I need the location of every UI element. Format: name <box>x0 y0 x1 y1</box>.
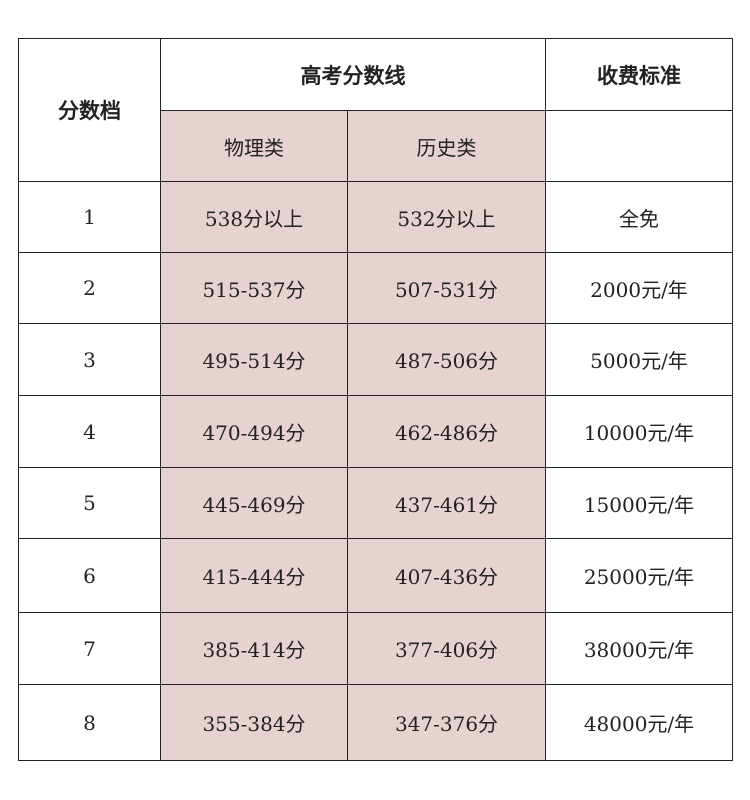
table-row: 7 385-414分 377-406分 38000元/年 <box>18 612 733 685</box>
cell-fee: 15000元/年 <box>545 467 733 539</box>
table-row: 5 445-469分 437-461分 15000元/年 <box>18 467 733 539</box>
cell-history: 487-506分 <box>347 323 546 396</box>
cell-tier: 8 <box>18 684 161 761</box>
fee-table: 分数档 高考分数线 收费标准 物理类 历史类 1 538分以上 532分以上 全免 2 5… <box>18 38 733 761</box>
cell-history: 532分以上 <box>347 181 546 253</box>
table-row: 4 470-494分 462-486分 10000元/年 <box>18 395 733 468</box>
cell-physics: 470-494分 <box>160 395 348 468</box>
cell-tier: 4 <box>18 395 161 468</box>
cell-physics: 355-384分 <box>160 684 348 761</box>
header-fee-empty <box>545 110 733 182</box>
cell-physics: 515-537分 <box>160 252 348 324</box>
cell-tier: 5 <box>18 467 161 539</box>
cell-fee: 38000元/年 <box>545 612 733 685</box>
cell-physics: 415-444分 <box>160 538 348 613</box>
cell-physics: 538分以上 <box>160 181 348 253</box>
cell-tier: 3 <box>18 323 161 396</box>
table-row: 8 355-384分 347-376分 48000元/年 <box>18 684 733 761</box>
cell-history: 407-436分 <box>347 538 546 613</box>
table-row: 2 515-537分 507-531分 2000元/年 <box>18 252 733 324</box>
header-tier: 分数档 <box>18 38 161 182</box>
cell-fee: 5000元/年 <box>545 323 733 396</box>
cell-fee: 10000元/年 <box>545 395 733 468</box>
cell-physics: 385-414分 <box>160 612 348 685</box>
cell-history: 437-461分 <box>347 467 546 539</box>
cell-tier: 1 <box>18 181 161 253</box>
cell-fee: 48000元/年 <box>545 684 733 761</box>
header-physics: 物理类 <box>160 110 348 182</box>
cell-physics: 495-514分 <box>160 323 348 396</box>
cell-fee: 全免 <box>545 181 733 253</box>
cell-history: 347-376分 <box>347 684 546 761</box>
cell-tier: 6 <box>18 538 161 613</box>
cell-fee: 2000元/年 <box>545 252 733 324</box>
table-row: 6 415-444分 407-436分 25000元/年 <box>18 538 733 613</box>
cell-history: 377-406分 <box>347 612 546 685</box>
table-row: 3 495-514分 487-506分 5000元/年 <box>18 323 733 396</box>
header-fee: 收费标准 <box>545 38 733 111</box>
table-row: 1 538分以上 532分以上 全免 <box>18 181 733 253</box>
cell-tier: 7 <box>18 612 161 685</box>
header-score-line: 高考分数线 <box>160 38 546 111</box>
cell-physics: 445-469分 <box>160 467 348 539</box>
cell-history: 507-531分 <box>347 252 546 324</box>
header-history: 历史类 <box>347 110 546 182</box>
cell-fee: 25000元/年 <box>545 538 733 613</box>
cell-tier: 2 <box>18 252 161 324</box>
cell-history: 462-486分 <box>347 395 546 468</box>
